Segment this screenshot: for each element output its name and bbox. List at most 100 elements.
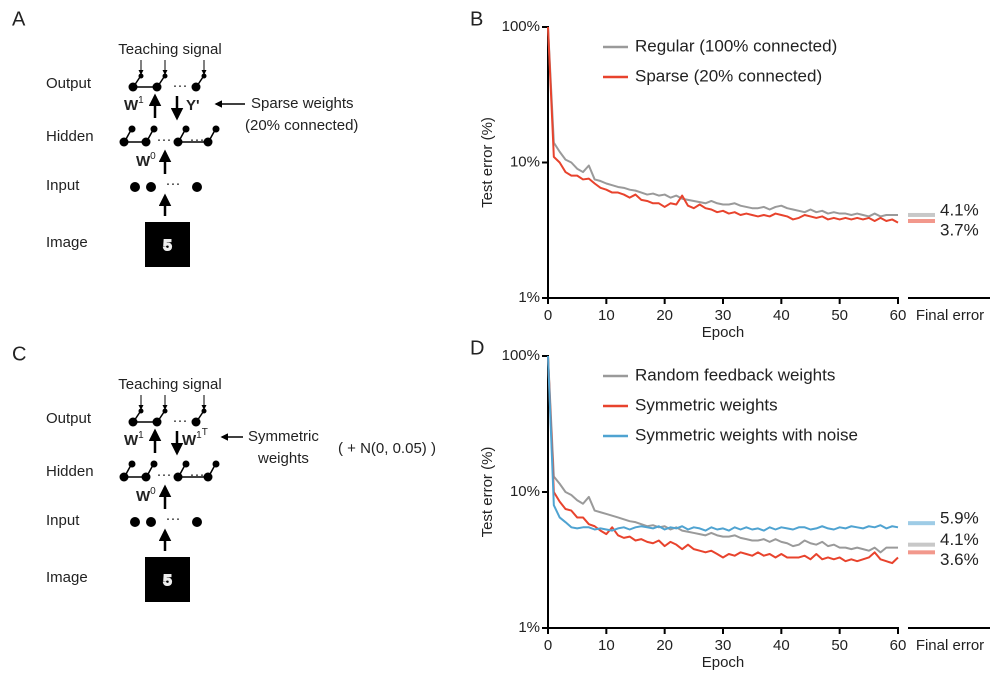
weight-sup: 0 bbox=[150, 486, 156, 497]
legend-label: Random feedback weights bbox=[635, 365, 835, 384]
unit bbox=[192, 182, 202, 192]
panel-label: B bbox=[470, 8, 483, 30]
weight-sup: T bbox=[202, 427, 208, 438]
weight-sup: 0 bbox=[150, 151, 156, 162]
unit bbox=[201, 408, 207, 414]
final-error-label: 3.6% bbox=[940, 550, 979, 569]
legend-label: Symmetric weights bbox=[635, 395, 778, 414]
final-error-bar bbox=[908, 219, 935, 224]
panel-label: D bbox=[470, 337, 484, 359]
series-line bbox=[547, 355, 899, 565]
panel-label: C bbox=[12, 343, 26, 365]
note: weights bbox=[257, 450, 309, 467]
ellipsis: ··· bbox=[157, 131, 172, 148]
layer-label: Input bbox=[46, 512, 80, 529]
series-line bbox=[547, 355, 898, 554]
ellipsis: ··· bbox=[166, 510, 181, 527]
layer-label: Image bbox=[46, 234, 88, 251]
x-tick-label: 10 bbox=[598, 307, 615, 324]
final-error-label: 3.7% bbox=[940, 220, 979, 239]
x-tick-label: 10 bbox=[598, 637, 615, 654]
weight-base: W bbox=[182, 432, 197, 449]
digit-image bbox=[145, 557, 190, 602]
weight-base: W bbox=[124, 97, 139, 114]
x-tick-label: 0 bbox=[544, 637, 552, 654]
x-tick-label: 40 bbox=[773, 307, 790, 324]
weight-label: W1 bbox=[124, 430, 144, 449]
unit bbox=[162, 408, 168, 414]
final-axis-label: Final error bbox=[916, 637, 984, 654]
unit bbox=[128, 460, 136, 468]
layer-label: Output bbox=[46, 75, 92, 92]
y-tick-label: 1% bbox=[518, 289, 540, 306]
unit bbox=[212, 125, 220, 133]
unit bbox=[212, 460, 220, 468]
x-tick-label: 0 bbox=[544, 307, 552, 324]
x-tick-label: 30 bbox=[715, 637, 732, 654]
layer-label: Hidden bbox=[46, 463, 94, 480]
weight-sup: 1 bbox=[138, 95, 144, 106]
unit bbox=[162, 73, 168, 79]
unit bbox=[130, 517, 140, 527]
legend-label: Regular (100% connected) bbox=[635, 36, 837, 55]
unit bbox=[182, 125, 190, 133]
weight-base: W bbox=[136, 488, 151, 505]
weight-sup: 1 bbox=[196, 430, 202, 441]
x-axis-label: Epoch bbox=[702, 654, 745, 671]
ellipsis: ··· bbox=[190, 131, 205, 148]
x-tick-label: 20 bbox=[656, 637, 673, 654]
layer-label: Input bbox=[46, 177, 80, 194]
legend-label: Sparse (20% connected) bbox=[635, 66, 822, 85]
unit bbox=[138, 73, 144, 79]
y-tick-label: 100% bbox=[502, 347, 540, 364]
layer-label: Output bbox=[46, 410, 92, 427]
digit-image bbox=[145, 222, 190, 267]
y-tick-label: 100% bbox=[502, 18, 540, 35]
x-tick-label: 30 bbox=[715, 307, 732, 324]
unit bbox=[130, 182, 140, 192]
unit bbox=[138, 408, 144, 414]
unit bbox=[150, 460, 158, 468]
final-error-label: 5.9% bbox=[940, 509, 979, 528]
unit bbox=[191, 417, 201, 427]
teaching-signal: Teaching signal bbox=[118, 376, 221, 393]
y-tick-label: 10% bbox=[510, 153, 540, 170]
teaching-signal: Teaching signal bbox=[118, 41, 221, 58]
weight-base: W bbox=[136, 153, 151, 170]
series-line bbox=[547, 355, 899, 532]
y-tick-label: 10% bbox=[510, 483, 540, 500]
x-axis-label: Epoch bbox=[702, 324, 745, 341]
final-error-bar bbox=[908, 542, 935, 547]
weight-label: Y' bbox=[186, 97, 200, 114]
final-error-bar bbox=[908, 550, 935, 555]
ellipsis: ··· bbox=[157, 466, 172, 483]
series-line bbox=[547, 26, 898, 218]
note: Sparse weights bbox=[251, 95, 354, 112]
x-tick-label: 50 bbox=[831, 307, 848, 324]
y-axis-label: Test error (%) bbox=[479, 447, 496, 538]
unit bbox=[192, 517, 202, 527]
final-error-label: 4.1% bbox=[940, 530, 979, 549]
digit: 5 bbox=[163, 572, 171, 589]
unit bbox=[182, 460, 190, 468]
unit bbox=[146, 517, 156, 527]
unit bbox=[201, 73, 207, 79]
ellipsis: ··· bbox=[190, 466, 205, 483]
digit: 5 bbox=[163, 237, 171, 254]
weight-label: W0 bbox=[136, 486, 156, 505]
note: Symmetric bbox=[248, 428, 319, 445]
x-tick-label: 50 bbox=[831, 637, 848, 654]
unit bbox=[150, 125, 158, 133]
unit bbox=[146, 182, 156, 192]
weight-label: W1T bbox=[182, 427, 208, 449]
weight-label: W0 bbox=[136, 151, 156, 170]
x-tick-label: 20 bbox=[656, 307, 673, 324]
layer-label: Hidden bbox=[46, 128, 94, 145]
final-error-bar bbox=[908, 212, 935, 217]
weight-base: Y' bbox=[186, 97, 200, 114]
series-line bbox=[547, 26, 899, 224]
layer-label: Image bbox=[46, 569, 88, 586]
final-error-bar bbox=[908, 521, 935, 526]
